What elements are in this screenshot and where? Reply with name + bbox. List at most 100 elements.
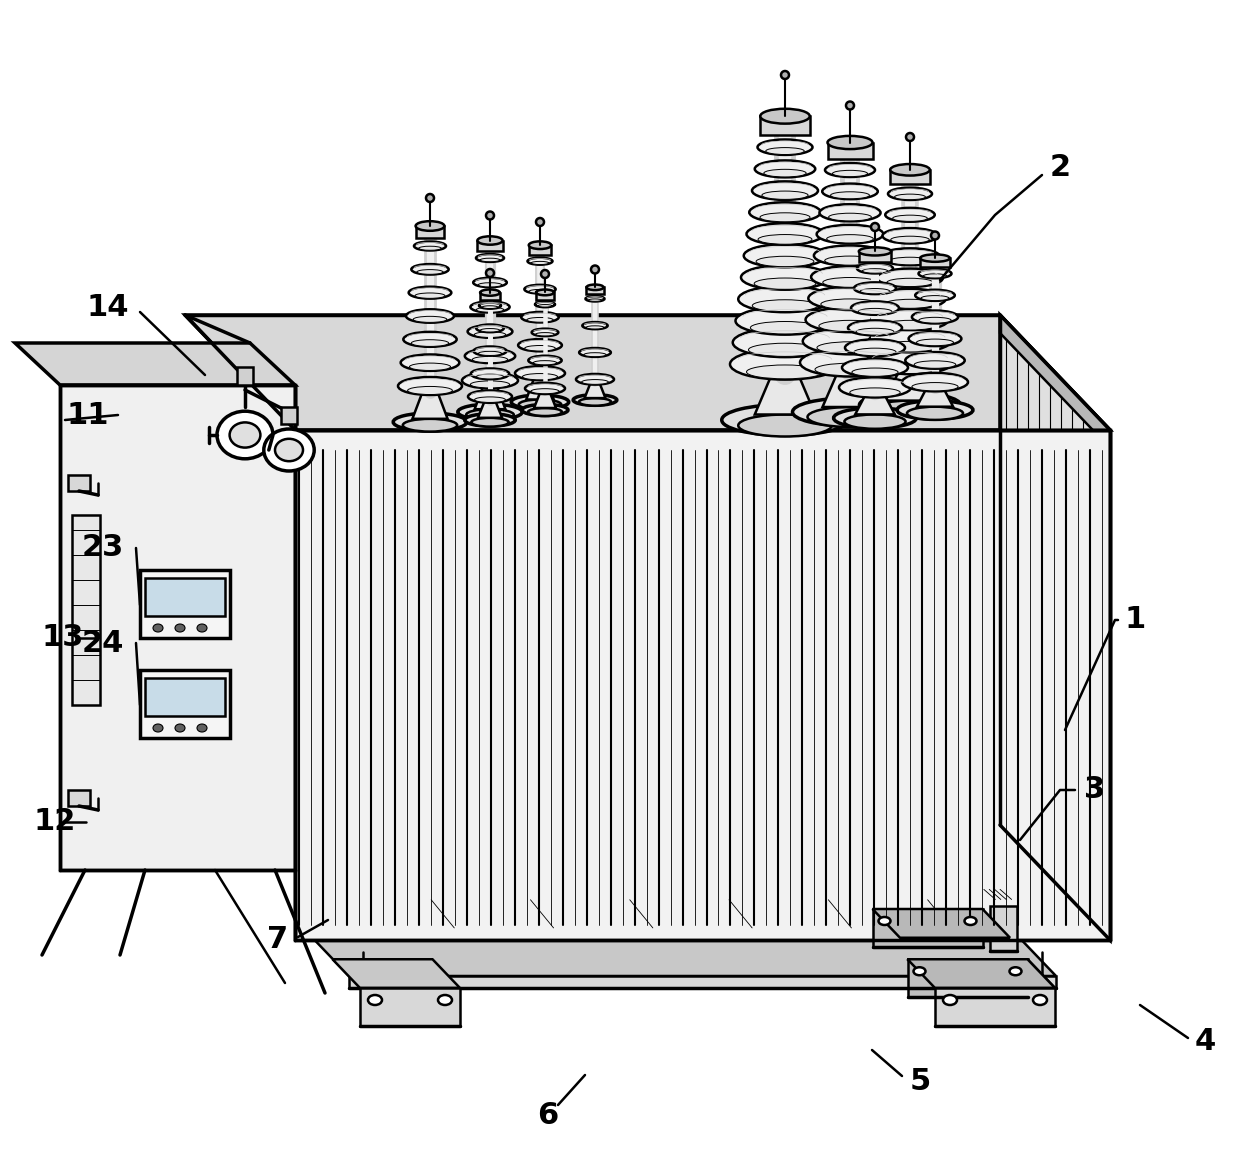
Polygon shape: [295, 430, 1110, 940]
Polygon shape: [415, 226, 444, 238]
Ellipse shape: [888, 187, 932, 200]
Ellipse shape: [579, 398, 611, 405]
Text: 12: 12: [33, 807, 76, 836]
Ellipse shape: [738, 286, 832, 312]
Ellipse shape: [746, 365, 823, 379]
Text: 24: 24: [82, 628, 124, 657]
Ellipse shape: [758, 234, 812, 244]
Ellipse shape: [872, 310, 949, 330]
Ellipse shape: [869, 329, 951, 352]
Ellipse shape: [821, 299, 879, 310]
Polygon shape: [316, 900, 1050, 940]
Ellipse shape: [465, 349, 515, 363]
Ellipse shape: [480, 328, 500, 331]
Ellipse shape: [851, 301, 899, 315]
Polygon shape: [526, 378, 554, 400]
Ellipse shape: [750, 321, 820, 334]
Polygon shape: [920, 258, 950, 268]
Polygon shape: [295, 430, 1110, 448]
Ellipse shape: [827, 234, 873, 243]
Ellipse shape: [471, 368, 510, 379]
Ellipse shape: [533, 360, 557, 365]
Ellipse shape: [403, 419, 458, 432]
Ellipse shape: [465, 413, 516, 426]
Ellipse shape: [413, 316, 446, 322]
Ellipse shape: [730, 349, 839, 380]
Ellipse shape: [471, 418, 508, 426]
Ellipse shape: [417, 269, 443, 274]
Ellipse shape: [536, 333, 554, 336]
Ellipse shape: [920, 254, 950, 262]
Ellipse shape: [427, 194, 434, 202]
Ellipse shape: [890, 236, 929, 243]
Polygon shape: [480, 292, 500, 300]
Ellipse shape: [854, 282, 897, 295]
Ellipse shape: [528, 408, 562, 416]
Ellipse shape: [817, 342, 883, 353]
Ellipse shape: [806, 307, 894, 333]
Ellipse shape: [479, 303, 501, 308]
Ellipse shape: [861, 289, 890, 293]
Ellipse shape: [820, 204, 880, 222]
Ellipse shape: [792, 398, 908, 426]
Ellipse shape: [825, 256, 875, 266]
Text: 4: 4: [1194, 1028, 1215, 1057]
Ellipse shape: [583, 322, 608, 329]
Ellipse shape: [480, 259, 500, 262]
Ellipse shape: [527, 318, 553, 322]
Ellipse shape: [482, 306, 497, 308]
Ellipse shape: [538, 305, 552, 307]
Ellipse shape: [766, 148, 805, 155]
Ellipse shape: [817, 225, 883, 244]
Ellipse shape: [476, 374, 503, 379]
Ellipse shape: [525, 382, 565, 394]
Polygon shape: [140, 670, 229, 738]
Ellipse shape: [749, 343, 822, 357]
Polygon shape: [822, 371, 878, 407]
Ellipse shape: [911, 311, 959, 323]
Ellipse shape: [808, 286, 892, 310]
Ellipse shape: [476, 307, 503, 312]
Ellipse shape: [822, 184, 878, 199]
Ellipse shape: [781, 70, 789, 79]
Ellipse shape: [584, 352, 606, 357]
Polygon shape: [348, 976, 1056, 988]
Polygon shape: [859, 252, 892, 261]
Ellipse shape: [893, 215, 928, 222]
Ellipse shape: [579, 348, 611, 357]
Ellipse shape: [525, 285, 556, 293]
Polygon shape: [536, 292, 554, 299]
Ellipse shape: [889, 258, 931, 264]
Polygon shape: [908, 960, 1028, 997]
Ellipse shape: [894, 194, 925, 200]
Polygon shape: [185, 315, 1110, 430]
Ellipse shape: [879, 248, 940, 266]
Ellipse shape: [573, 395, 616, 405]
Ellipse shape: [518, 340, 562, 351]
Text: 11: 11: [67, 401, 109, 430]
Polygon shape: [477, 240, 502, 251]
Ellipse shape: [511, 395, 569, 409]
Ellipse shape: [415, 222, 444, 231]
Ellipse shape: [585, 296, 605, 301]
Ellipse shape: [831, 192, 869, 199]
Ellipse shape: [438, 994, 453, 1005]
Ellipse shape: [463, 373, 518, 388]
Polygon shape: [413, 392, 448, 419]
Text: 7: 7: [268, 925, 289, 954]
Ellipse shape: [754, 278, 816, 289]
Ellipse shape: [833, 408, 916, 429]
Ellipse shape: [587, 284, 604, 290]
Ellipse shape: [738, 415, 832, 437]
Ellipse shape: [1009, 967, 1022, 975]
Ellipse shape: [532, 329, 558, 336]
Ellipse shape: [175, 724, 185, 732]
Ellipse shape: [398, 377, 463, 395]
Ellipse shape: [1033, 994, 1047, 1005]
Polygon shape: [908, 960, 1055, 988]
Text: 2: 2: [1049, 154, 1070, 182]
Text: 23: 23: [82, 534, 124, 562]
Ellipse shape: [197, 624, 207, 632]
Polygon shape: [310, 936, 1056, 976]
Ellipse shape: [582, 380, 609, 385]
